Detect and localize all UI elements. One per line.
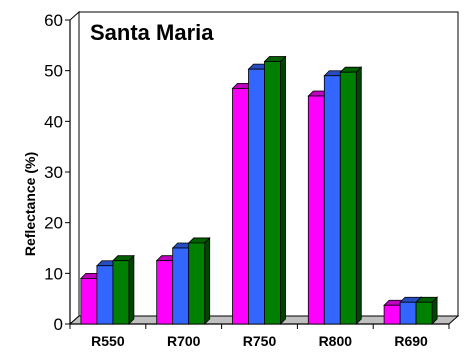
bar xyxy=(111,254,135,325)
y-axis-label: Reflectance (%) xyxy=(22,152,38,256)
bar-front xyxy=(339,71,357,325)
chart-labels: 0 10 20 30 40 50 60 R550 R700 R750 R800 R690 xyxy=(44,11,428,349)
bar-side xyxy=(128,254,135,325)
y-tick-label: 0 xyxy=(54,315,63,334)
x-tick-label: R700 xyxy=(167,333,201,349)
bar-front xyxy=(112,260,130,325)
y-tick-label: 60 xyxy=(44,11,63,30)
bar xyxy=(339,66,363,325)
side-wall xyxy=(69,10,80,326)
bar-side xyxy=(355,66,362,325)
y-tick-label: 40 xyxy=(44,112,63,131)
bar-front xyxy=(188,242,206,325)
bar-front xyxy=(248,68,265,325)
bar-front xyxy=(156,260,174,325)
chart-title: Santa Maria xyxy=(90,20,214,45)
chart-bars xyxy=(79,55,439,325)
bar-front xyxy=(172,247,190,325)
x-tick-label: R550 xyxy=(91,333,125,349)
bar-side xyxy=(280,55,286,325)
x-tick-label: R750 xyxy=(243,333,277,349)
bar-front xyxy=(383,304,401,325)
x-tick-label: R800 xyxy=(319,333,353,349)
bar-side xyxy=(204,236,211,325)
y-tick-label: 20 xyxy=(44,214,63,233)
bar-front xyxy=(399,301,417,325)
bar xyxy=(187,236,211,325)
bar xyxy=(415,296,439,325)
bar-front xyxy=(96,265,114,325)
bar-front xyxy=(232,88,249,325)
y-tick-label: 50 xyxy=(44,62,63,81)
bar-front xyxy=(264,61,281,325)
y-tick-label: 30 xyxy=(44,163,63,182)
bar-front xyxy=(80,277,98,325)
x-tick-label: R690 xyxy=(394,333,428,349)
bar-front xyxy=(323,75,341,325)
bar-front xyxy=(415,301,433,325)
bar-front xyxy=(307,95,325,325)
bar xyxy=(263,55,287,325)
y-tick-label: 10 xyxy=(44,264,63,283)
